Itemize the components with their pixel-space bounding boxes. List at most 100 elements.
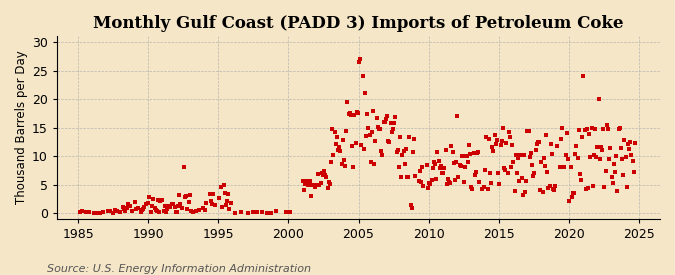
Point — [568, 191, 578, 195]
Point — [98, 209, 109, 214]
Point — [173, 193, 184, 197]
Point — [462, 160, 473, 164]
Point — [434, 166, 445, 170]
Title: Monthly Gulf Coast (PADD 3) Imports of Petroleum Coke: Monthly Gulf Coast (PADD 3) Imports of P… — [93, 15, 624, 32]
Point — [307, 182, 318, 187]
Point — [180, 195, 190, 199]
Point — [550, 183, 561, 188]
Point — [460, 165, 471, 170]
Point — [151, 208, 161, 212]
Point — [621, 185, 632, 189]
Point — [520, 189, 531, 194]
Point — [114, 210, 125, 214]
Point — [391, 150, 402, 154]
Point — [441, 182, 452, 186]
Point — [161, 210, 171, 214]
Point — [569, 191, 580, 195]
Point — [593, 97, 604, 101]
Point — [497, 126, 508, 130]
Point — [207, 202, 217, 206]
Point — [331, 135, 342, 139]
Point — [400, 162, 410, 166]
Point — [584, 132, 595, 137]
Point — [608, 181, 618, 185]
Point — [426, 178, 437, 182]
Point — [438, 171, 449, 175]
Point — [456, 164, 466, 169]
Point — [280, 209, 291, 214]
Point — [466, 185, 477, 189]
Point — [605, 145, 616, 150]
Point — [603, 127, 614, 131]
Point — [349, 112, 360, 117]
Point — [381, 117, 392, 121]
Point — [256, 210, 267, 214]
Point — [544, 184, 555, 188]
Point — [219, 191, 230, 196]
Point — [130, 207, 141, 211]
Point — [530, 148, 541, 152]
Point — [456, 154, 467, 159]
Point — [142, 200, 153, 205]
Point — [80, 210, 91, 214]
Point — [320, 173, 331, 177]
Point — [556, 137, 567, 141]
Point — [589, 153, 599, 158]
Point — [309, 184, 320, 189]
Point — [467, 187, 478, 191]
Point — [537, 190, 548, 194]
Point — [392, 147, 403, 152]
Point — [384, 139, 395, 144]
Point — [599, 185, 610, 189]
Point — [382, 114, 393, 118]
Point — [517, 193, 528, 198]
Point — [159, 209, 169, 213]
Point — [560, 153, 571, 157]
Point — [543, 186, 554, 190]
Point — [597, 148, 608, 152]
Point — [163, 203, 174, 208]
Point — [577, 135, 588, 139]
Point — [325, 182, 335, 186]
Point — [154, 210, 165, 214]
Text: Source: U.S. Energy Information Administration: Source: U.S. Energy Information Administ… — [47, 264, 311, 274]
Point — [343, 112, 354, 116]
Point — [146, 210, 157, 214]
Point — [481, 135, 492, 139]
Point — [197, 206, 208, 210]
Point — [360, 91, 371, 95]
Point — [541, 133, 551, 138]
Point — [74, 210, 85, 214]
Point — [298, 178, 308, 183]
Point — [141, 202, 152, 206]
Point — [437, 171, 448, 176]
Point — [410, 174, 421, 179]
Point — [579, 128, 590, 132]
Point — [523, 129, 534, 133]
Point — [175, 202, 186, 207]
Point — [95, 210, 105, 215]
Point — [149, 206, 160, 210]
Point — [521, 179, 532, 184]
Point — [440, 148, 451, 152]
Point — [310, 183, 321, 187]
Point — [348, 164, 358, 169]
Point — [143, 195, 154, 199]
Point — [592, 145, 603, 149]
Point — [576, 178, 587, 183]
Point — [562, 131, 572, 136]
Point — [563, 157, 574, 161]
Point — [534, 140, 545, 144]
Point — [486, 181, 497, 185]
Point — [171, 210, 182, 214]
Point — [528, 174, 539, 178]
Point — [394, 165, 404, 169]
Point — [587, 183, 598, 188]
Point — [587, 126, 597, 130]
Point — [595, 157, 605, 161]
Point — [608, 162, 619, 166]
Point — [461, 154, 472, 158]
Point — [168, 202, 179, 206]
Point — [370, 138, 381, 143]
Point — [112, 208, 123, 213]
